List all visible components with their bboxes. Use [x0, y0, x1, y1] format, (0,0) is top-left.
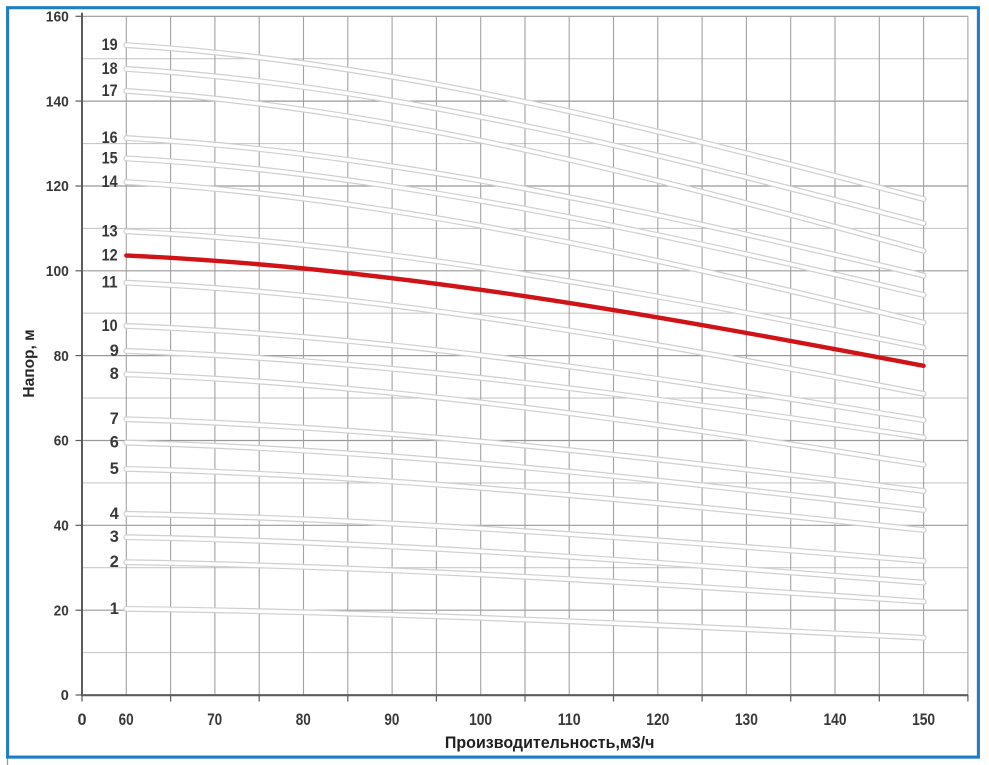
svg-text:10: 10 — [102, 317, 118, 335]
svg-text:13: 13 — [102, 222, 118, 240]
svg-text:6: 6 — [110, 434, 119, 452]
svg-text:16: 16 — [102, 129, 118, 147]
svg-text:2: 2 — [110, 553, 119, 571]
svg-text:0: 0 — [77, 711, 86, 729]
svg-text:Производительность,м3/ч: Производительность,м3/ч — [445, 734, 655, 752]
svg-text:90: 90 — [384, 711, 399, 729]
svg-text:12: 12 — [102, 246, 118, 264]
svg-text:60: 60 — [119, 711, 134, 729]
svg-text:Напор, м: Напор, м — [21, 329, 38, 397]
svg-text:120: 120 — [46, 179, 69, 195]
svg-text:19: 19 — [102, 36, 118, 54]
svg-text:5: 5 — [110, 460, 119, 478]
svg-text:150: 150 — [912, 711, 935, 729]
svg-text:110: 110 — [558, 711, 581, 729]
svg-text:100: 100 — [46, 264, 69, 280]
svg-text:100: 100 — [469, 711, 492, 729]
svg-text:140: 140 — [824, 711, 847, 729]
svg-text:80: 80 — [54, 349, 69, 365]
svg-text:8: 8 — [110, 365, 119, 383]
svg-text:14: 14 — [102, 173, 118, 191]
svg-text:3: 3 — [110, 528, 119, 546]
svg-text:0: 0 — [61, 688, 69, 704]
svg-text:9: 9 — [110, 342, 119, 360]
svg-text:120: 120 — [646, 711, 669, 729]
svg-text:17: 17 — [102, 82, 118, 100]
svg-text:40: 40 — [54, 519, 69, 535]
svg-text:1: 1 — [110, 600, 119, 618]
svg-text:4: 4 — [110, 505, 119, 523]
svg-text:60: 60 — [54, 434, 69, 450]
svg-text:140: 140 — [46, 94, 69, 110]
svg-text:70: 70 — [207, 711, 222, 729]
svg-text:80: 80 — [296, 711, 311, 729]
svg-text:130: 130 — [735, 711, 758, 729]
svg-text:160: 160 — [46, 10, 69, 26]
svg-text:15: 15 — [102, 149, 118, 167]
svg-text:18: 18 — [102, 60, 118, 78]
svg-text:11: 11 — [102, 274, 118, 292]
svg-text:20: 20 — [54, 603, 69, 619]
svg-text:7: 7 — [110, 410, 119, 428]
